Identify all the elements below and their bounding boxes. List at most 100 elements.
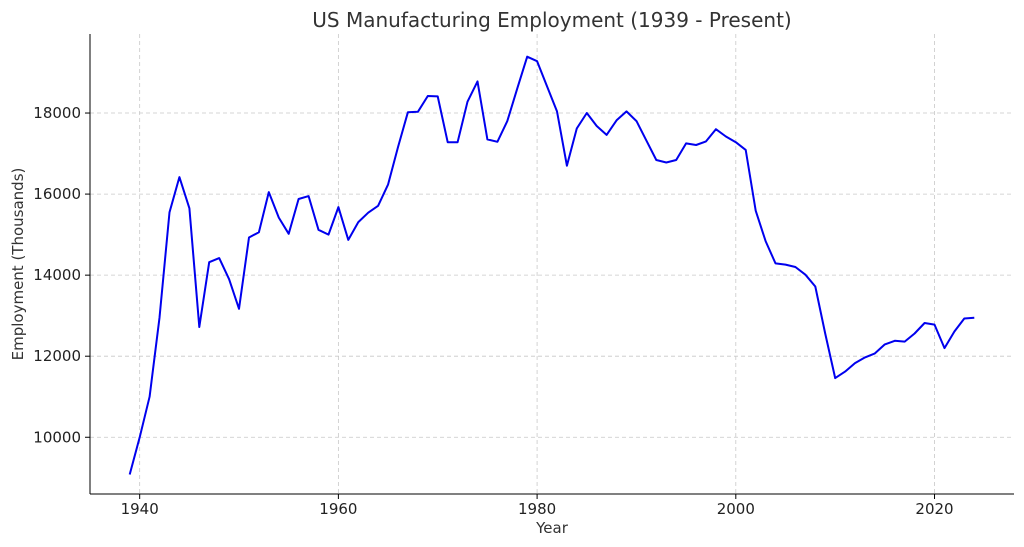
data-point (139, 436, 141, 438)
grid-lines (90, 34, 1014, 494)
data-point (159, 317, 161, 319)
axes (89, 34, 1014, 495)
y-axis-ticks: 10000 12000 14000 16000 18000 (33, 104, 90, 446)
data-point (377, 205, 379, 207)
data-point (129, 474, 131, 476)
series-layer (128, 55, 975, 476)
data-point (874, 352, 876, 354)
data-point (675, 159, 677, 161)
data-point (775, 262, 777, 264)
data-point (328, 234, 330, 236)
data-point (685, 142, 687, 144)
data-point (208, 261, 210, 263)
data-point (516, 88, 518, 90)
data-point (854, 362, 856, 364)
data-point (934, 324, 936, 326)
data-point (367, 212, 369, 214)
data-point (705, 140, 707, 142)
data-point (357, 221, 359, 223)
data-point (496, 141, 498, 143)
data-point (467, 101, 469, 103)
data-point (228, 278, 230, 280)
x-axis-ticks: 1940 1960 1980 2000 2020 (121, 494, 954, 518)
employment-series-line (128, 55, 975, 475)
data-point (278, 217, 280, 219)
y-tick-label: 16000 (33, 185, 81, 203)
data-point (695, 144, 697, 146)
y-tick-label: 12000 (33, 347, 81, 365)
data-point (566, 165, 568, 167)
data-point (526, 56, 528, 58)
data-point (636, 120, 638, 122)
data-point (288, 233, 290, 235)
chart-title: US Manufacturing Employment (1939 - Pres… (312, 8, 791, 32)
x-tick-label: 2020 (915, 500, 953, 518)
data-point (188, 207, 190, 209)
data-point (149, 396, 151, 398)
y-tick-label: 18000 (33, 104, 81, 122)
data-point (735, 141, 737, 143)
data-point (546, 85, 548, 87)
data-point (238, 308, 240, 310)
data-point (944, 347, 946, 349)
data-point (218, 257, 220, 259)
data-point (844, 371, 846, 373)
data-point (973, 317, 975, 319)
data-point (834, 377, 836, 379)
data-point (626, 110, 628, 112)
data-point (387, 183, 389, 185)
data-point (437, 95, 439, 97)
data-point (794, 266, 796, 268)
data-point (447, 141, 449, 143)
data-point (586, 112, 588, 114)
data-point (745, 149, 747, 151)
data-point (606, 134, 608, 136)
data-point (427, 95, 429, 97)
data-point (347, 239, 349, 241)
data-point (477, 80, 479, 82)
data-point (814, 286, 816, 288)
data-point (804, 274, 806, 276)
data-point (268, 191, 270, 193)
x-tick-label: 1960 (319, 500, 357, 518)
data-point (824, 333, 826, 335)
data-point (914, 333, 916, 335)
data-point (457, 141, 459, 143)
data-point (904, 341, 906, 343)
data-point (576, 127, 578, 129)
y-axis-label: Employment (Thousands) (9, 168, 27, 361)
data-point (318, 229, 320, 231)
data-point (655, 159, 657, 161)
data-point (596, 125, 598, 127)
data-point (864, 356, 866, 358)
data-point (715, 128, 717, 130)
data-point (178, 176, 180, 178)
data-point (785, 264, 787, 266)
data-point (556, 110, 558, 112)
data-point (258, 231, 260, 233)
data-point (665, 162, 667, 164)
data-point (407, 111, 409, 113)
data-point (298, 198, 300, 200)
data-point (725, 136, 727, 138)
data-point (248, 237, 250, 239)
x-tick-label: 1980 (518, 500, 556, 518)
data-point (417, 111, 419, 113)
data-point (198, 326, 200, 328)
data-point (506, 120, 508, 122)
data-point (308, 195, 310, 197)
data-point (645, 140, 647, 142)
y-tick-label: 10000 (33, 428, 81, 446)
x-tick-label: 2000 (717, 500, 755, 518)
data-point (337, 206, 339, 208)
data-point (953, 331, 955, 333)
data-point (894, 340, 896, 342)
data-point (536, 60, 538, 62)
data-point (924, 322, 926, 324)
data-point (755, 210, 757, 212)
data-point (884, 343, 886, 345)
x-tick-label: 1940 (121, 500, 159, 518)
data-point (765, 240, 767, 242)
data-point (397, 146, 399, 148)
data-point (486, 138, 488, 140)
